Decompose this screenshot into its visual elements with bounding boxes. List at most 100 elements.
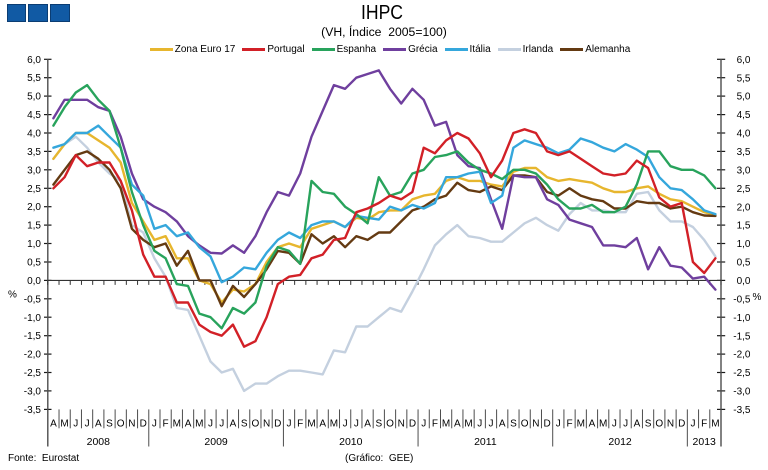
svg-text:2,5: 2,5 <box>737 184 751 195</box>
svg-text:2009: 2009 <box>204 436 228 448</box>
svg-text:4,5: 4,5 <box>27 110 41 121</box>
svg-text:D: D <box>543 419 550 430</box>
svg-text:3,0: 3,0 <box>737 165 751 176</box>
svg-text:3,5: 3,5 <box>27 147 41 158</box>
svg-text:0,0: 0,0 <box>27 276 41 287</box>
svg-text:2013: 2013 <box>693 436 717 448</box>
svg-text:M: M <box>577 419 585 430</box>
svg-text:N: N <box>398 419 405 430</box>
svg-text:A: A <box>50 419 57 430</box>
svg-text:%: % <box>753 292 762 303</box>
svg-text:O: O <box>252 419 260 430</box>
svg-text:2011: 2011 <box>474 436 497 448</box>
svg-text:A: A <box>319 419 326 430</box>
svg-text:5,5: 5,5 <box>27 73 41 84</box>
svg-text:6,0: 6,0 <box>737 55 751 66</box>
svg-text:6,0: 6,0 <box>27 55 41 66</box>
svg-text:-2,0: -2,0 <box>733 350 751 361</box>
svg-text:2,5: 2,5 <box>27 184 41 195</box>
svg-text:F: F <box>701 419 707 430</box>
svg-text:M: M <box>60 419 68 430</box>
svg-text:2012: 2012 <box>608 436 632 448</box>
svg-text:-2,0: -2,0 <box>24 350 42 361</box>
svg-text:J: J <box>421 419 426 430</box>
svg-text:-3,0: -3,0 <box>733 387 751 398</box>
svg-text:N: N <box>263 419 270 430</box>
svg-text:-0,5: -0,5 <box>24 294 42 305</box>
svg-text:A: A <box>634 419 641 430</box>
svg-text:J: J <box>691 419 696 430</box>
svg-text:J: J <box>219 419 224 430</box>
svg-text:-3,5: -3,5 <box>733 405 751 416</box>
svg-text:M: M <box>173 419 181 430</box>
svg-text:M: M <box>307 419 315 430</box>
svg-text:J: J <box>354 419 359 430</box>
svg-text:-1,5: -1,5 <box>24 331 42 342</box>
svg-text:A: A <box>499 419 506 430</box>
svg-text:3,0: 3,0 <box>27 165 41 176</box>
svg-text:M: M <box>599 419 607 430</box>
svg-text:N: N <box>128 419 135 430</box>
svg-text:2,0: 2,0 <box>27 202 41 213</box>
svg-text:D: D <box>140 419 147 430</box>
svg-text:J: J <box>208 419 213 430</box>
svg-text:A: A <box>185 419 192 430</box>
svg-text:4,5: 4,5 <box>737 110 751 121</box>
svg-text:2008: 2008 <box>87 436 111 448</box>
svg-text:A: A <box>589 419 596 430</box>
svg-text:D: D <box>274 419 281 430</box>
svg-text:-1,5: -1,5 <box>733 331 751 342</box>
svg-text:O: O <box>521 419 529 430</box>
svg-text:S: S <box>510 419 517 430</box>
svg-text:S: S <box>106 419 113 430</box>
svg-text:J: J <box>556 419 561 430</box>
svg-text:J: J <box>612 419 617 430</box>
svg-text:N: N <box>667 419 674 430</box>
svg-text:M: M <box>464 419 472 430</box>
svg-text:M: M <box>195 419 203 430</box>
svg-text:1,5: 1,5 <box>27 221 41 232</box>
svg-text:0,0: 0,0 <box>737 276 751 287</box>
svg-text:J: J <box>623 419 628 430</box>
svg-text:O: O <box>655 419 663 430</box>
svg-text:5,0: 5,0 <box>27 92 41 103</box>
svg-text:S: S <box>241 419 248 430</box>
svg-text:M: M <box>442 419 450 430</box>
svg-text:1,0: 1,0 <box>737 239 751 250</box>
svg-text:N: N <box>532 419 539 430</box>
svg-text:D: D <box>409 419 416 430</box>
svg-text:%: % <box>8 290 17 301</box>
svg-text:F: F <box>566 419 572 430</box>
svg-text:-1,0: -1,0 <box>24 313 42 324</box>
svg-text:F: F <box>163 419 169 430</box>
svg-text:J: J <box>85 419 90 430</box>
svg-text:-3,0: -3,0 <box>24 386 42 397</box>
svg-text:2,0: 2,0 <box>737 202 751 213</box>
svg-text:4,0: 4,0 <box>27 129 41 140</box>
svg-text:O: O <box>386 419 394 430</box>
svg-text:0,5: 0,5 <box>27 258 41 269</box>
svg-text:5,5: 5,5 <box>737 73 751 84</box>
svg-text:0,5: 0,5 <box>737 258 751 269</box>
svg-text:S: S <box>645 419 652 430</box>
svg-text:-3,5: -3,5 <box>24 405 42 416</box>
svg-text:-0,5: -0,5 <box>733 294 751 305</box>
svg-text:-2,5: -2,5 <box>24 368 42 379</box>
svg-text:4,0: 4,0 <box>737 129 751 140</box>
svg-text:D: D <box>678 419 685 430</box>
svg-text:A: A <box>454 419 461 430</box>
svg-text:J: J <box>489 419 494 430</box>
svg-text:2010: 2010 <box>339 436 363 448</box>
svg-text:-2,5: -2,5 <box>733 368 751 379</box>
svg-text:S: S <box>375 419 382 430</box>
svg-text:1,0: 1,0 <box>27 239 41 250</box>
svg-text:J: J <box>287 419 292 430</box>
svg-text:J: J <box>343 419 348 430</box>
svg-text:1,5: 1,5 <box>737 221 751 232</box>
svg-text:A: A <box>95 419 102 430</box>
svg-text:-1,0: -1,0 <box>733 313 751 324</box>
svg-text:M: M <box>711 419 719 430</box>
svg-text:J: J <box>477 419 482 430</box>
svg-text:5,0: 5,0 <box>737 92 751 103</box>
svg-text:A: A <box>364 419 371 430</box>
